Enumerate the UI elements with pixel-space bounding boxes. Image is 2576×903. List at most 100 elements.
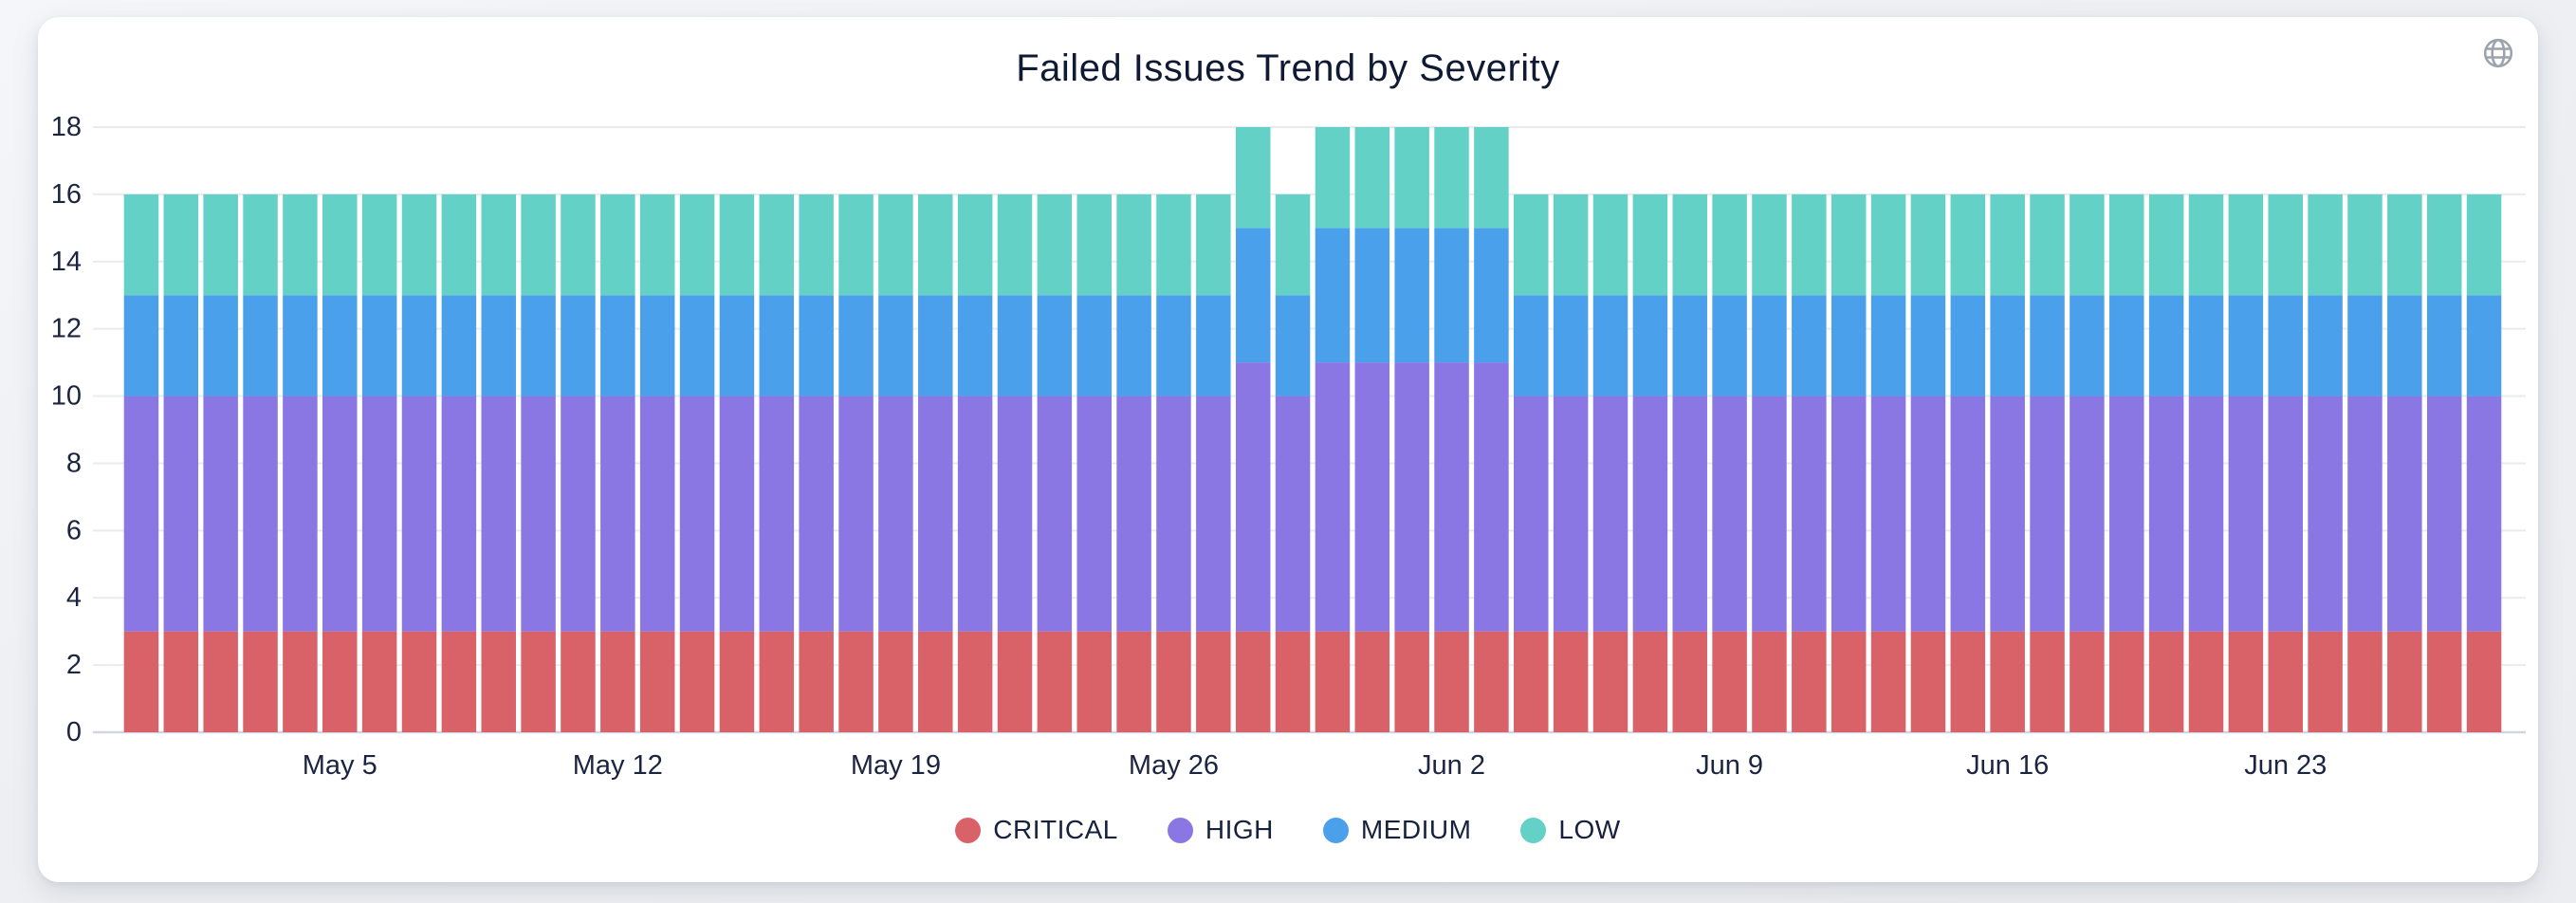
bar-jun-4-medium[interactable] [1514,295,1549,396]
bar-jun-25-medium[interactable] [2347,295,2383,396]
bar-jun-9-high[interactable] [1712,396,1747,632]
bar-jun-11-critical[interactable] [1792,631,1827,732]
bar-jun-14-critical[interactable] [1910,631,1946,732]
bar-jun-2-low[interactable] [1434,127,1469,229]
bar-may-24-high[interactable] [1076,396,1112,632]
bar-may-4-critical[interactable] [283,631,318,732]
bar-jun-23-low[interactable] [2268,194,2303,296]
bar-may-11-medium[interactable] [561,295,596,396]
bar-jun-24-medium[interactable] [2308,295,2343,396]
bar-jun-25-critical[interactable] [2347,631,2383,732]
bar-may-15-critical[interactable] [719,631,755,732]
bar-jun-5-low[interactable] [1553,194,1589,296]
bar-jun-12-low[interactable] [1831,194,1867,296]
bar-jun-24-high[interactable] [2308,396,2343,632]
bar-jun-7-high[interactable] [1632,396,1668,632]
bar-may-28-critical[interactable] [1235,631,1271,732]
bar-may-30-high[interactable] [1315,362,1351,632]
bar-may-26-medium[interactable] [1156,295,1191,396]
bar-may-19-low[interactable] [878,194,913,296]
bar-jun-17-high[interactable] [2030,396,2065,632]
bar-may-25-high[interactable] [1116,396,1151,632]
bar-may-13-low[interactable] [639,194,675,296]
bar-may-14-high[interactable] [679,396,715,632]
chart-canvas[interactable]: 0 2 4 6 8 10 12 14 16 18 May 5 May 12 May 19 May 26 Ju… [38,17,2538,882]
bar-may-11-critical[interactable] [561,631,596,732]
globe-icon[interactable] [2481,36,2515,70]
bar-jun-13-low[interactable] [1870,194,1906,296]
bar-jun-27-high[interactable] [2426,396,2462,632]
bar-may-9-medium[interactable] [481,295,516,396]
bar-jun-28-critical[interactable] [2466,631,2502,732]
bar-jun-14-medium[interactable] [1910,295,1946,396]
bar-jun-9-low[interactable] [1712,194,1747,296]
bar-may-27-critical[interactable] [1196,631,1231,732]
bar-may-26-high[interactable] [1156,396,1191,632]
bar-may-20-low[interactable] [918,194,953,296]
bar-may-15-high[interactable] [719,396,755,632]
bar-may-12-critical[interactable] [600,631,635,732]
bar-jun-15-medium[interactable] [1950,295,1986,396]
bar-may-8-high[interactable] [441,396,477,632]
bar-may-26-critical[interactable] [1156,631,1191,732]
bar-may-1-critical[interactable] [163,631,199,732]
bar-jun-3-critical[interactable] [1474,631,1509,732]
bar-may-22-low[interactable] [997,194,1033,296]
bar-may-8-medium[interactable] [441,295,477,396]
bar-jun-8-medium[interactable] [1672,295,1707,396]
bar-may-12-medium[interactable] [600,295,635,396]
bar-may-17-critical[interactable] [799,631,834,732]
bar-may-22-medium[interactable] [997,295,1033,396]
bar-may-18-medium[interactable] [838,295,874,396]
bar-may-20-medium[interactable] [918,295,953,396]
bar-may-6-medium[interactable] [361,295,397,396]
bar-may-23-critical[interactable] [1037,631,1073,732]
bar-jun-11-low[interactable] [1792,194,1827,296]
bar-may-21-low[interactable] [957,194,993,296]
bar-jun-18-low[interactable] [2070,194,2105,296]
bar-may-28-high[interactable] [1235,362,1271,632]
bar-jun-20-critical[interactable] [2148,631,2184,732]
bar-may-12-low[interactable] [600,194,635,296]
bar-may-28-medium[interactable] [1235,228,1271,363]
bar-jun-20-medium[interactable] [2148,295,2184,396]
bar-jun-23-medium[interactable] [2268,295,2303,396]
bar-may-29-low[interactable] [1275,194,1311,296]
bar-jun-5-medium[interactable] [1553,295,1589,396]
bar-jun-7-medium[interactable] [1632,295,1668,396]
bar-may-17-medium[interactable] [799,295,834,396]
bar-jun-21-low[interactable] [2188,194,2224,296]
bar-jun-2-high[interactable] [1434,362,1469,632]
bar-jun-9-medium[interactable] [1712,295,1747,396]
bar-jun-26-low[interactable] [2387,194,2422,296]
bar-may-9-high[interactable] [481,396,516,632]
bar-may-17-low[interactable] [799,194,834,296]
bar-jun-22-high[interactable] [2228,396,2264,632]
bar-may-30-low[interactable] [1315,127,1351,229]
bar-may-15-medium[interactable] [719,295,755,396]
bar-may-10-high[interactable] [521,396,556,632]
bar-jun-6-high[interactable] [1592,396,1628,632]
bar-jun-16-medium[interactable] [1990,295,2025,396]
bar-apr-30-low[interactable] [123,194,159,296]
bar-jun-13-high[interactable] [1870,396,1906,632]
bar-may-22-high[interactable] [997,396,1033,632]
bar-may-10-medium[interactable] [521,295,556,396]
bar-jun-27-medium[interactable] [2426,295,2462,396]
bar-jun-6-medium[interactable] [1592,295,1628,396]
bar-may-27-high[interactable] [1196,396,1231,632]
bar-jun-19-critical[interactable] [2109,631,2144,732]
bar-may-7-low[interactable] [401,194,437,296]
bar-jun-20-low[interactable] [2148,194,2184,296]
bar-may-8-critical[interactable] [441,631,477,732]
bar-jun-21-critical[interactable] [2188,631,2224,732]
bar-may-31-critical[interactable] [1354,631,1390,732]
bar-may-14-medium[interactable] [679,295,715,396]
bar-jun-19-medium[interactable] [2109,295,2144,396]
bar-jun-19-low[interactable] [2109,194,2144,296]
bar-jun-16-critical[interactable] [1990,631,2025,732]
bar-jun-26-high[interactable] [2387,396,2422,632]
bar-jun-3-medium[interactable] [1474,228,1509,363]
bar-jun-7-critical[interactable] [1632,631,1668,732]
bar-jun-28-low[interactable] [2466,194,2502,296]
